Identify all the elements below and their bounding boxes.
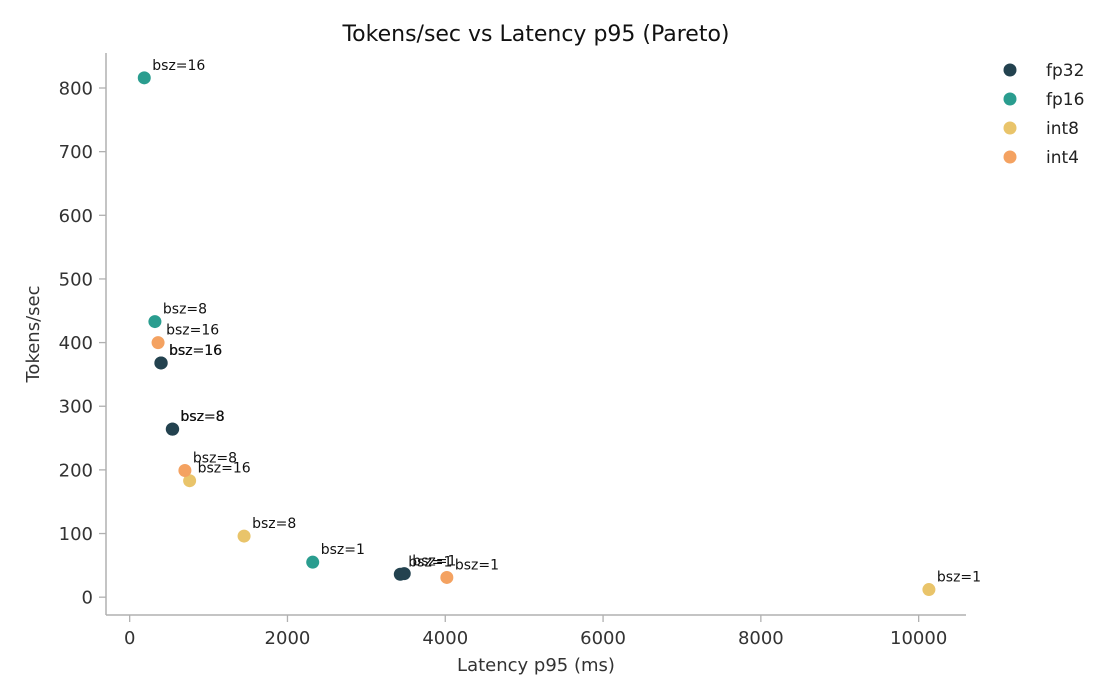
x-tick-label: 8000 <box>738 628 784 649</box>
legend-marker-int8 <box>1003 121 1017 135</box>
data-point-int8 <box>922 583 936 597</box>
data-point-int4 <box>440 570 454 584</box>
y-tick-label: 300 <box>59 397 93 418</box>
y-tick-label: 400 <box>59 333 93 354</box>
data-point-fp32 <box>166 422 180 436</box>
y-axis-title: Tokens/sec <box>23 285 44 383</box>
points-layer <box>137 71 936 597</box>
point-label: bsz=16 <box>198 461 251 477</box>
x-tick-label: 6000 <box>580 628 626 649</box>
point-label: bsz=8 <box>193 451 237 467</box>
chart-title: Tokens/sec vs Latency p95 (Pareto) <box>341 22 729 47</box>
legend-label: fp16 <box>1046 90 1084 110</box>
x-tick-label: 4000 <box>422 628 468 649</box>
data-point-int8 <box>183 474 197 488</box>
x-axis-title: Latency p95 (ms) <box>457 655 615 676</box>
data-point-fp16 <box>137 71 151 85</box>
y-tick-label: 100 <box>59 524 93 545</box>
y-tick-label: 200 <box>59 460 93 481</box>
y-tick-label: 700 <box>59 142 93 163</box>
data-point-fp32 <box>397 567 411 581</box>
data-point-int8 <box>237 529 251 543</box>
x-ticks: 0 2000 4000 6000 8000 10000 <box>124 615 947 649</box>
legend-label: int4 <box>1046 148 1079 168</box>
point-label: bsz=16 <box>169 343 222 359</box>
legend: fp32 fp16 int8 int4 <box>1003 61 1084 168</box>
data-point-int4 <box>178 464 192 478</box>
data-point-fp16 <box>306 555 320 569</box>
y-tick-label: 800 <box>59 79 93 100</box>
point-label: bsz=1 <box>455 557 499 573</box>
y-ticks: 0 100 200 300 400 500 600 700 800 <box>59 79 106 609</box>
point-label: bsz=16 <box>166 323 219 339</box>
point-label: bsz=8 <box>181 409 225 425</box>
y-tick-label: 600 <box>59 206 93 227</box>
point-label: bsz=8 <box>252 516 296 532</box>
point-label: bsz=1 <box>408 554 452 570</box>
y-tick-label: 0 <box>82 588 93 609</box>
x-tick-label: 0 <box>124 628 135 649</box>
x-tick-label: 2000 <box>265 628 311 649</box>
legend-marker-fp32 <box>1003 63 1017 77</box>
data-point-fp16 <box>148 315 162 329</box>
point-label: bsz=1 <box>412 554 456 570</box>
point-label: bsz=1 <box>937 570 981 586</box>
x-tick-label: 10000 <box>890 628 947 649</box>
point-label: bsz=8 <box>163 302 207 318</box>
point-label: bsz=8 <box>180 409 224 425</box>
y-tick-label: 500 <box>59 269 93 290</box>
point-label: bsz=16 <box>169 343 222 359</box>
point-label: bsz=1 <box>321 542 365 558</box>
labels-layer: bsz=1bsz=1bsz=8bsz=8bsz=16bsz=16bsz=1bsz… <box>152 58 981 586</box>
legend-marker-fp16 <box>1003 92 1017 106</box>
legend-label: int8 <box>1046 119 1079 139</box>
axes <box>105 53 966 616</box>
data-point-int4 <box>151 336 165 350</box>
legend-marker-int4 <box>1003 150 1017 164</box>
point-label: bsz=16 <box>152 58 205 74</box>
legend-label: fp32 <box>1046 61 1084 81</box>
data-point-fp32 <box>154 356 168 370</box>
